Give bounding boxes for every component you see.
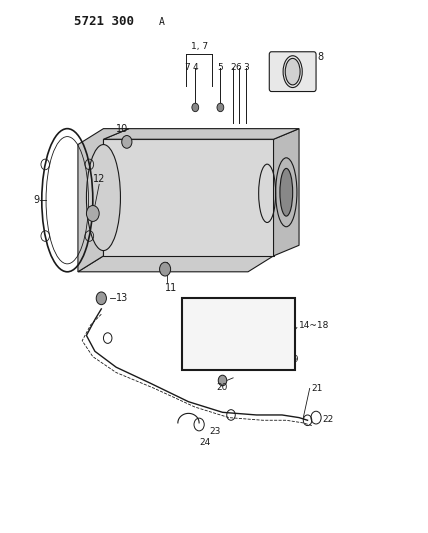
Circle shape bbox=[96, 292, 107, 305]
Circle shape bbox=[260, 329, 279, 352]
Text: 5721 300: 5721 300 bbox=[74, 15, 134, 28]
Text: 13: 13 bbox=[116, 293, 128, 303]
Text: 20: 20 bbox=[216, 383, 228, 392]
Text: 6: 6 bbox=[235, 63, 241, 72]
Circle shape bbox=[264, 334, 274, 347]
Text: 14~18: 14~18 bbox=[299, 321, 330, 330]
Text: 7: 7 bbox=[184, 63, 190, 72]
Text: 22: 22 bbox=[322, 415, 334, 424]
Circle shape bbox=[122, 135, 132, 148]
Text: 15: 15 bbox=[183, 334, 195, 343]
Ellipse shape bbox=[86, 144, 120, 251]
Text: 10: 10 bbox=[116, 124, 128, 134]
Text: 4: 4 bbox=[192, 63, 198, 72]
Polygon shape bbox=[273, 128, 299, 256]
Ellipse shape bbox=[285, 59, 300, 85]
Text: 2: 2 bbox=[230, 63, 236, 72]
Ellipse shape bbox=[276, 158, 297, 227]
Polygon shape bbox=[104, 139, 273, 256]
Text: 23: 23 bbox=[210, 427, 221, 437]
Polygon shape bbox=[78, 256, 273, 272]
Circle shape bbox=[160, 262, 171, 276]
Text: 18: 18 bbox=[183, 342, 195, 351]
FancyBboxPatch shape bbox=[182, 298, 295, 370]
Text: 17: 17 bbox=[261, 298, 272, 307]
Polygon shape bbox=[104, 128, 299, 139]
Polygon shape bbox=[78, 128, 129, 272]
Text: 11: 11 bbox=[165, 282, 177, 293]
Circle shape bbox=[86, 206, 99, 221]
Text: 9: 9 bbox=[33, 195, 39, 205]
Circle shape bbox=[192, 103, 199, 112]
Text: 24: 24 bbox=[199, 438, 211, 447]
Text: 14: 14 bbox=[183, 326, 195, 335]
Text: 19: 19 bbox=[288, 355, 300, 364]
Ellipse shape bbox=[280, 168, 293, 216]
Text: A: A bbox=[159, 17, 165, 27]
Circle shape bbox=[252, 319, 261, 330]
FancyBboxPatch shape bbox=[269, 52, 316, 92]
Text: 3: 3 bbox=[244, 63, 250, 72]
Circle shape bbox=[218, 375, 227, 386]
Text: 8: 8 bbox=[317, 52, 323, 62]
Text: 1, 7: 1, 7 bbox=[190, 42, 208, 51]
Text: 16: 16 bbox=[183, 350, 195, 359]
Text: 21: 21 bbox=[312, 384, 323, 393]
Circle shape bbox=[217, 103, 224, 112]
Circle shape bbox=[198, 336, 205, 345]
Text: 5: 5 bbox=[217, 63, 223, 72]
Text: 12: 12 bbox=[93, 174, 105, 184]
